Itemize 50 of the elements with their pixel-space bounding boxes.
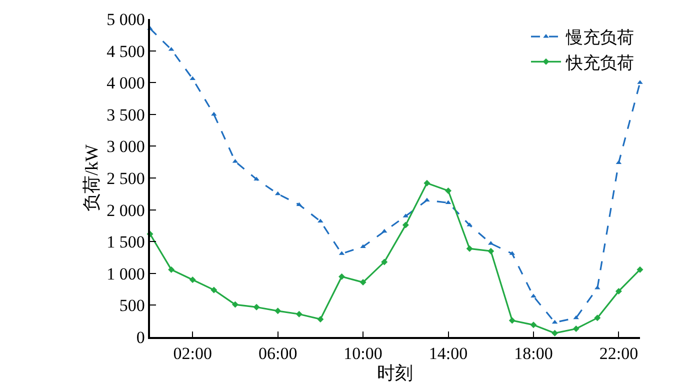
point [381, 258, 388, 266]
point [573, 315, 579, 320]
point [594, 314, 601, 322]
y-tick-label: 500 [119, 296, 145, 316]
point [530, 294, 536, 298]
y-tick-label: 1 000 [106, 264, 145, 284]
point [189, 276, 196, 284]
y-tick-label: 3 500 [106, 105, 145, 124]
point [253, 304, 260, 310]
y-tick-label: 5 000 [106, 10, 145, 29]
point [552, 330, 558, 336]
x-axis-title: 时刻 [377, 363, 413, 384]
point [424, 198, 430, 202]
x-tick-label: 02:00 [173, 344, 212, 364]
point [572, 325, 580, 332]
x-tick-label: 14:00 [428, 344, 468, 364]
point [232, 301, 238, 308]
legend-label: 慢充负荷 [565, 28, 634, 48]
point [274, 308, 282, 314]
y-tick-label: 0 [136, 328, 145, 347]
point [466, 245, 473, 252]
legend-label: 快充负荷 [565, 53, 634, 72]
point [402, 222, 409, 228]
x-tick-label: 22:00 [599, 344, 638, 364]
y-axis-title: 负荷/kW [81, 144, 102, 212]
point [338, 273, 345, 280]
y-tick-label: 3 000 [106, 137, 145, 156]
point [254, 176, 260, 181]
y-tick-label: 4 500 [106, 42, 145, 61]
point [168, 266, 175, 273]
point [317, 316, 324, 322]
point [530, 322, 537, 328]
x-tick-label: 18:00 [514, 344, 553, 364]
y-tick-label: 2 000 [106, 200, 145, 220]
x-tick-label: 10:00 [344, 344, 382, 364]
point [210, 286, 218, 294]
point [211, 112, 217, 116]
point [508, 317, 516, 324]
point [488, 248, 494, 254]
point [190, 76, 196, 80]
y-tick-label: 2 500 [106, 168, 145, 188]
y-tick-label: 4 000 [106, 74, 145, 93]
point [360, 279, 366, 286]
y-tick-label: 1 500 [106, 232, 145, 252]
point [296, 310, 302, 318]
point [615, 288, 622, 294]
point [636, 266, 644, 273]
x-tick-label: 06:00 [258, 344, 298, 364]
point [424, 180, 430, 186]
point [445, 187, 452, 194]
